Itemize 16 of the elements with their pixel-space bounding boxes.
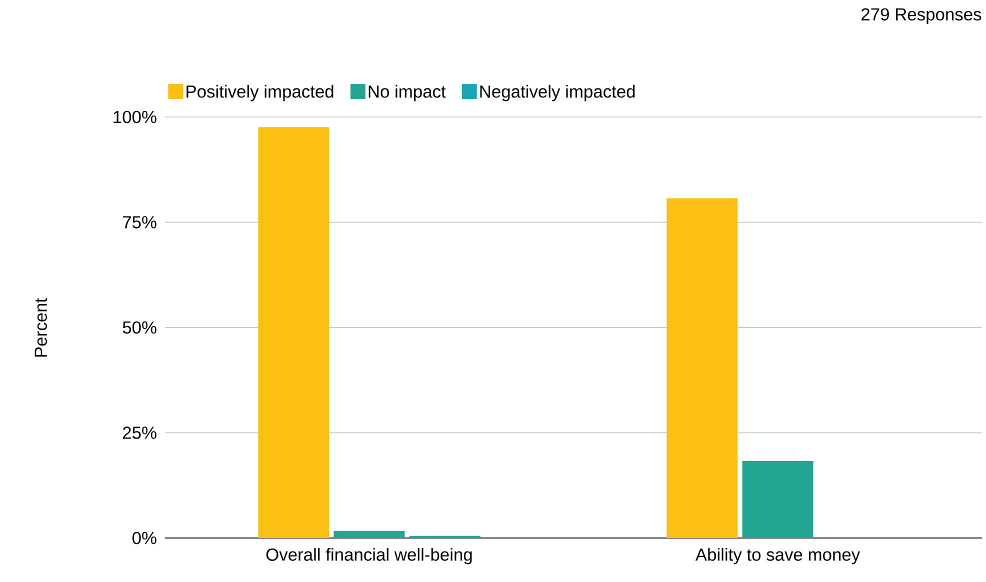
y-axis-title: Percent [34,298,47,357]
legend-label: Negatively impacted [480,84,635,102]
x-tick-label: Ability to save money [695,548,860,564]
bar [334,530,405,538]
legend-label: No impact [368,84,446,102]
bar [742,460,814,538]
bar [666,198,738,538]
y-tick-label: 75% [122,216,156,228]
text: 279 Responses [862,8,982,24]
legend-label: Positively impacted [186,84,334,102]
bar [258,127,330,538]
y-tick-label: 0% [132,532,156,544]
y-tick-label: 25% [122,426,156,439]
y-tick-label: 50% [122,321,156,334]
y-tick-label: 100% [114,110,156,124]
x-tick-label: Overall financial well-being [266,548,472,564]
